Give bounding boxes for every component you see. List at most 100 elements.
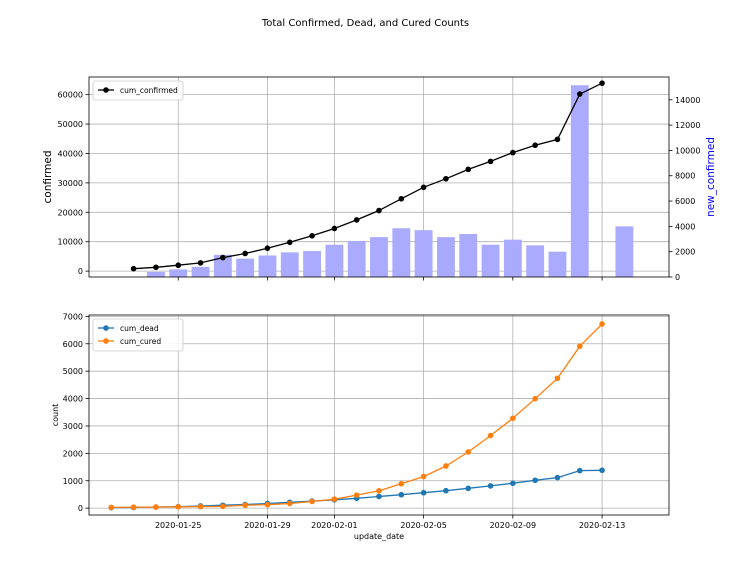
legend-label: cum_dead — [120, 324, 159, 333]
bar — [437, 237, 455, 277]
x-tick-label: 2020-02-05 — [400, 521, 447, 530]
y2-tick-label: 8000 — [675, 172, 695, 181]
x-axis-label: update_date — [354, 532, 404, 541]
point-cum-cured — [353, 492, 360, 498]
y-tick-label: 6000 — [63, 340, 83, 349]
point-cum-cured — [443, 463, 449, 469]
y-axis-label: confirmed — [42, 151, 54, 204]
point-cum-dead — [443, 487, 449, 494]
y-tick-label: 30000 — [58, 179, 83, 188]
point-cum-confirmed — [220, 254, 226, 261]
figure-title: Total Confirmed, Dead, and Cured Counts — [261, 18, 470, 29]
point-cum-dead — [420, 489, 427, 496]
point-cum-confirmed — [197, 260, 204, 266]
x-tick-label: 2020-01-25 — [155, 521, 202, 530]
y-tick-label: 20000 — [58, 208, 83, 217]
point-cum-cured — [108, 504, 115, 511]
x-tick-label: 2020-02-01 — [311, 521, 358, 530]
point-cum-confirmed — [465, 166, 472, 173]
legend-marker — [103, 87, 109, 93]
point-cum-dead — [465, 485, 472, 492]
point-cum-confirmed — [398, 195, 405, 202]
point-cum-cured — [264, 501, 271, 508]
bar — [526, 245, 545, 277]
point-cum-confirmed — [242, 250, 248, 257]
point-cum-confirmed — [286, 239, 293, 246]
point-cum-cured — [286, 500, 293, 507]
point-cum-confirmed — [443, 175, 449, 182]
y2-tick-label: 4000 — [675, 222, 695, 231]
y2-axis-label: new_confirmed — [705, 137, 717, 217]
bottom-chart: 2020-01-25 2020-01-29 2020-02-01 2020-02-05… — [51, 312, 670, 541]
bar — [392, 228, 411, 277]
point-cum-confirmed — [376, 207, 382, 214]
point-cum-cured — [197, 503, 204, 510]
point-cum-confirmed — [487, 158, 494, 165]
bar — [459, 233, 478, 277]
point-cum-cured — [420, 473, 427, 480]
y2-tick-label: 2000 — [675, 248, 695, 257]
y2-tick-label: 6000 — [675, 197, 695, 206]
y2-tick-label: 0 — [675, 273, 680, 282]
legend-label: cum_cured — [120, 337, 161, 346]
y2-tick-label: 12000 — [675, 121, 700, 130]
point-cum-confirmed — [532, 142, 538, 149]
point-cum-cured — [465, 449, 472, 455]
point-cum-confirmed — [309, 233, 315, 239]
bar — [503, 239, 522, 277]
point-cum-dead — [532, 477, 538, 484]
bar — [548, 251, 567, 277]
y2-tick-label: 14000 — [675, 96, 700, 105]
point-cum-dead — [376, 493, 382, 500]
point-cum-cured — [554, 375, 561, 382]
series-line-cum-cured — [111, 323, 603, 509]
point-cum-cured — [398, 480, 405, 487]
y-tick-label: 7000 — [63, 312, 83, 321]
point-cum-confirmed — [554, 136, 561, 143]
point-cum-cured — [175, 504, 182, 510]
y-axis-label: count — [51, 404, 60, 427]
bar — [347, 240, 366, 277]
point-cum-confirmed — [331, 225, 338, 232]
point-cum-cured — [153, 504, 159, 510]
point-cum-dead — [398, 491, 405, 498]
bar — [147, 271, 165, 277]
point-cum-cured — [220, 503, 226, 510]
x-tick-label: 2020-01-29 — [244, 521, 291, 530]
bar — [481, 244, 500, 277]
y-tick-label: 4000 — [63, 395, 83, 404]
point-cum-dead — [487, 483, 494, 489]
point-cum-confirmed — [510, 149, 516, 156]
series-line-cum-dead — [111, 469, 603, 509]
plot-frame — [88, 314, 670, 516]
point-cum-cured — [532, 395, 538, 402]
y-tick-label: 3000 — [63, 422, 83, 431]
y-tick-label: 10000 — [58, 238, 83, 247]
point-cum-cured — [510, 415, 516, 422]
y-tick-label: 60000 — [58, 91, 83, 100]
x-tick-label: 2020-02-13 — [579, 521, 626, 530]
y-tick-label: 40000 — [58, 149, 83, 158]
point-cum-confirmed — [353, 217, 360, 223]
series-line-cum-confirmed — [133, 82, 603, 270]
point-cum-confirmed — [599, 80, 605, 86]
bar — [325, 244, 344, 277]
point-cum-confirmed — [130, 265, 137, 272]
point-cum-confirmed — [264, 245, 271, 251]
bar — [615, 226, 634, 277]
y-tick-label: 5000 — [63, 367, 83, 376]
legend-marker — [103, 325, 109, 331]
bar — [303, 251, 321, 277]
bar — [414, 230, 433, 277]
bar — [236, 258, 255, 277]
bar — [280, 252, 299, 277]
point-cum-cured — [599, 321, 605, 327]
y-tick-label: 0 — [78, 504, 83, 513]
bar — [191, 266, 210, 277]
bar — [258, 255, 277, 277]
bar — [169, 269, 188, 277]
point-cum-dead — [510, 480, 516, 487]
point-cum-cured — [130, 504, 137, 511]
point-cum-confirmed — [420, 184, 427, 191]
plot-frame — [88, 76, 670, 278]
